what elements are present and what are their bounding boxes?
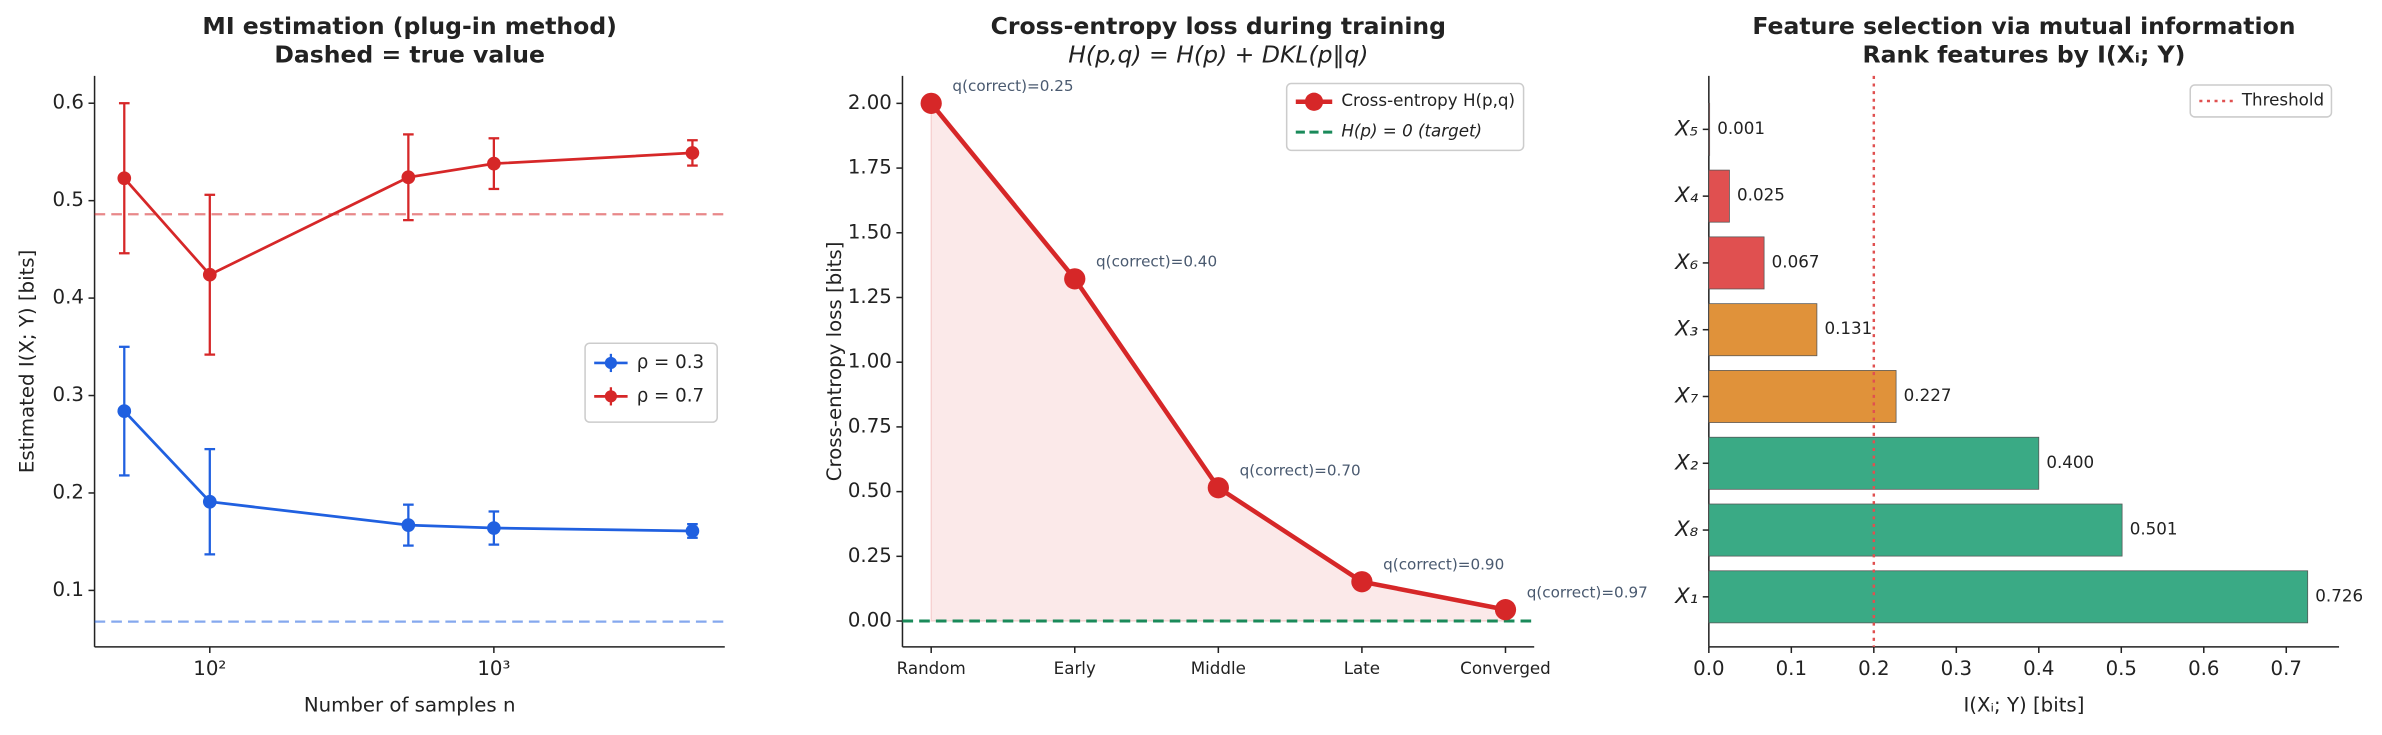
chart-subtitle: H(p,q) = H(p) + DKL(p‖q) [1068,41,1368,69]
y-tick-label: X₂ [1674,450,1699,475]
annotation: q(correct)=0.90 [1383,555,1504,573]
legend-box [1285,82,1525,152]
value-label: 0.726 [2315,585,2363,605]
y-tick-label: 0.50 [848,479,892,502]
value-label: 0.131 [1824,318,1872,338]
data-point [1351,571,1373,593]
legend-label: Cross-entropy H(p,q) [1341,90,1515,110]
y-tick-label: 1.25 [848,285,892,308]
bar [1708,303,1818,357]
annotation: q(correct)=0.25 [952,77,1073,95]
bar [1708,503,2123,557]
data-point [202,267,217,282]
bar [1708,102,1711,156]
legend-marker [604,390,617,403]
x-tick-label: 10³ [477,657,510,680]
data-point [202,494,217,509]
data-point [685,524,700,538]
y-tick-label: 1.00 [848,350,892,373]
chart-title: Feature selection via mutual information [1752,12,2295,40]
y-tick-label: X₅ [1674,116,1698,141]
data-point [117,171,132,186]
y-tick-label: 0.4 [53,286,84,309]
y-tick-label: X₁ [1674,584,1698,609]
series-area [930,101,1507,622]
x-axis-label: I(Xᵢ; Y) [bits] [1963,694,2084,717]
x-tick-label: 0.6 [2188,657,2219,680]
x-tick-label: Late [1344,658,1380,678]
y-tick-label: 2.00 [848,91,892,114]
x-tick-label: 0.0 [1693,657,1724,680]
x-tick-label: Early [1054,658,1096,678]
x-tick-label: 0.3 [1941,657,1972,680]
y-tick-label: 0.2 [53,480,84,503]
y-tick-label: 0.5 [53,188,84,211]
value-label: 0.227 [1904,385,1952,405]
y-tick-label: 0.3 [53,383,84,406]
y-tick-label: 0.6 [53,91,84,114]
value-label: 0.501 [2130,519,2178,539]
data-point [487,521,501,535]
y-tick-label: X₇ [1674,383,1699,408]
y-tick-label: 0.00 [848,609,892,632]
value-label: 0.067 [1772,251,1820,271]
chart-title: Cross-entropy loss during training [991,12,1446,40]
y-axis-label: Estimated I(X; Y) [bits] [15,250,38,473]
legend-label: ρ = 0.3 [637,352,704,373]
y-tick-label: 0.25 [848,544,892,567]
y-tick-label: 0.75 [848,414,892,437]
x-tick-label: Converged [1460,658,1551,678]
data-point [1064,268,1086,290]
legend-label: ρ = 0.7 [637,385,704,406]
data-point [920,92,942,114]
value-label: 0.025 [1737,185,1785,205]
data-point [487,156,501,171]
data-point [401,170,416,185]
data-point [685,146,700,160]
legend-marker [604,356,617,370]
bar [1708,570,2309,624]
chart-title: MI estimation (plug-in method) [202,12,616,40]
chart-subtitle: Rank features by I(Xᵢ; Y) [1863,41,2186,69]
bar [1708,370,1897,423]
value-label: 0.001 [1717,118,1765,138]
y-tick-label: 1.75 [848,156,892,179]
data-point [401,518,416,532]
data-point [1207,477,1229,499]
bar [1708,236,1765,290]
legend-box [2189,84,2333,118]
y-tick-label: 0.1 [53,578,84,601]
bar [1708,169,1730,223]
y-tick-label: 1.50 [848,220,892,243]
data-point [1494,599,1517,621]
x-tick-label: Middle [1191,658,1246,678]
x-tick-label: Random [897,658,966,678]
y-tick-label: X₃ [1674,317,1698,342]
x-tick-label: 0.4 [2023,657,2054,680]
data-point [117,404,132,418]
x-tick-label: 0.2 [1858,657,1889,680]
y-tick-label: X₈ [1674,517,1699,542]
x-axis-label: Number of samples n [304,694,516,717]
legend-label: H(p) = 0 (target) [1341,121,1482,141]
annotation: q(correct)=0.97 [1527,583,1648,601]
chart-subtitle: Dashed = true value [274,41,545,69]
annotation: q(correct)=0.70 [1240,462,1361,480]
x-tick-label: 0.1 [1776,657,1807,680]
annotation: q(correct)=0.40 [1096,253,1217,271]
value-label: 0.400 [2046,452,2094,472]
x-tick-label: 0.5 [2106,657,2137,680]
y-tick-label: X₆ [1674,250,1698,275]
y-tick-label: X₄ [1674,183,1699,208]
y-axis-label: Cross-entropy loss [bits] [823,242,846,482]
x-tick-label: 10² [193,657,226,680]
legend-label: Threshold [2241,89,2324,109]
x-tick-label: 0.7 [2271,657,2302,680]
legend-marker [1304,92,1324,111]
